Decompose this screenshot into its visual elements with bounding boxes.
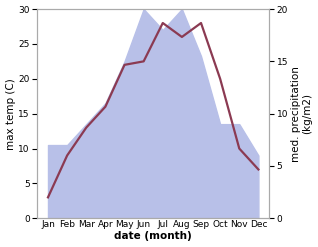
Y-axis label: max temp (C): max temp (C) [5, 78, 16, 149]
Y-axis label: med. precipitation
(kg/m2): med. precipitation (kg/m2) [291, 66, 313, 162]
X-axis label: date (month): date (month) [114, 231, 192, 242]
